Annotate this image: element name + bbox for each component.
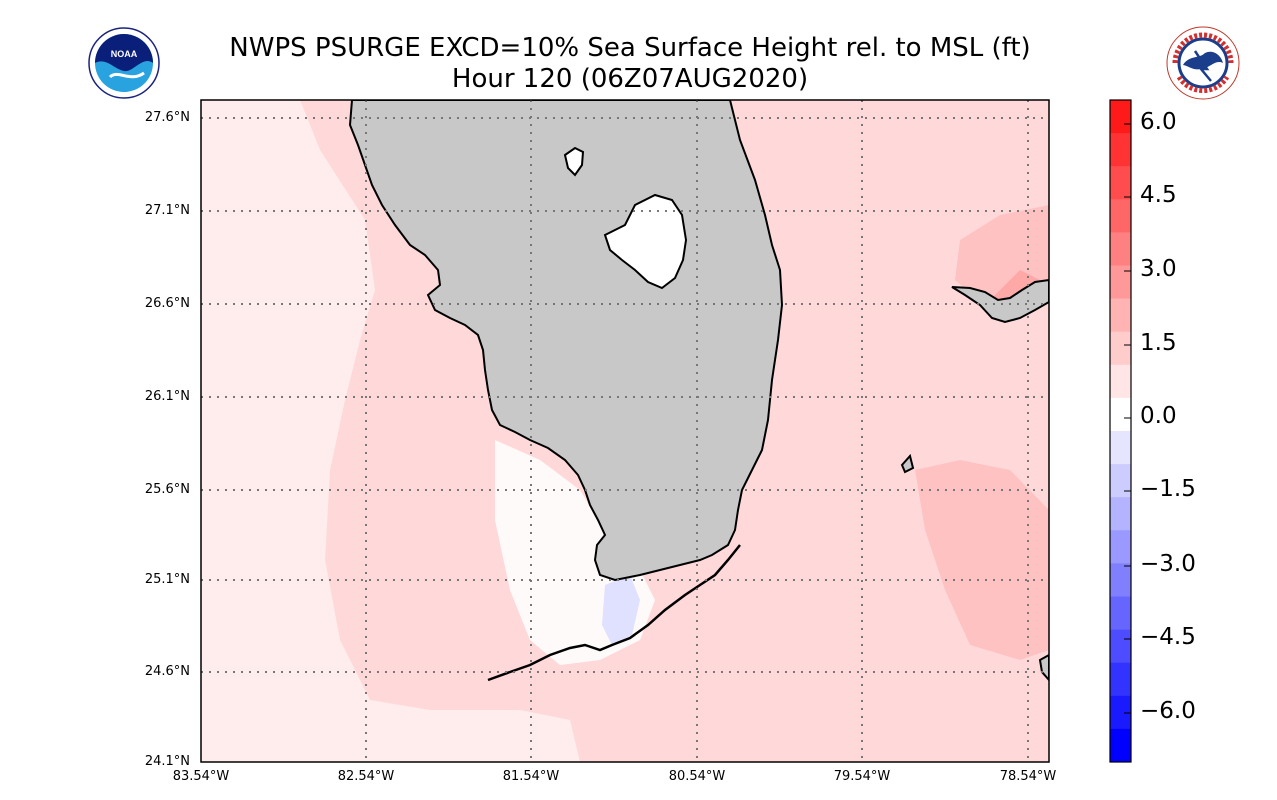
colorbar-label: −6.0 xyxy=(1140,698,1196,724)
colorbar-segment xyxy=(1110,728,1131,763)
colorbar-segment xyxy=(1110,166,1131,200)
grand-bahama-island xyxy=(951,278,1049,324)
colorbar-segment xyxy=(1110,431,1131,465)
bimini-island xyxy=(900,453,915,474)
lake-okeechobee xyxy=(603,193,688,290)
noaa-logo-text: NOAA xyxy=(111,49,138,59)
negative-surge-pocket xyxy=(602,575,640,645)
chart-title: NWPS PSURGE EXCD=10% Sea Surface Height … xyxy=(229,33,1031,63)
colorbar-segment xyxy=(1110,298,1131,333)
colorbar-segment xyxy=(1110,563,1131,597)
colorbar-segment xyxy=(1110,199,1131,233)
gulf-light-surge xyxy=(201,100,580,762)
longitude-label: 82.54°W xyxy=(337,769,395,784)
colorbar-segment xyxy=(1110,331,1131,366)
colorbar-segment xyxy=(1110,397,1131,432)
colorbar-segment xyxy=(1110,100,1131,134)
colorbar-segment xyxy=(1110,232,1131,266)
longitude-label: 80.54°W xyxy=(668,769,726,784)
colorbar-segment xyxy=(1110,364,1131,399)
latitude-label: 27.6°N xyxy=(144,110,190,125)
colorbar-label: 1.5 xyxy=(1140,330,1177,356)
colorbar-label: −1.5 xyxy=(1140,476,1196,502)
longitude-label: 83.54°W xyxy=(172,769,230,784)
colorbar-label: 6.0 xyxy=(1140,109,1177,135)
florida-land xyxy=(348,100,1049,682)
lake-istokpoga xyxy=(563,146,585,177)
colorbar-label: 4.5 xyxy=(1140,182,1177,208)
andros-island xyxy=(1038,653,1049,682)
colorbar-segment xyxy=(1110,530,1131,564)
map-frame xyxy=(200,99,1050,763)
colorbar-label: 3.0 xyxy=(1140,256,1177,282)
chart-subtitle: Hour 120 (06Z07AUG2020) xyxy=(451,64,809,94)
latitude-label: 27.1°N xyxy=(144,203,190,218)
colorbar-segment xyxy=(1110,133,1131,167)
noaa-logo: NOAA xyxy=(88,27,160,99)
colorbar-segment xyxy=(1110,695,1131,730)
latitude-label: 26.6°N xyxy=(144,296,190,311)
longitude-label: 81.54°W xyxy=(502,769,560,784)
latitude-label: 26.1°N xyxy=(144,389,190,404)
colorbar-segment xyxy=(1110,464,1131,498)
colorbar-label: 0.0 xyxy=(1140,403,1177,429)
florida-keys xyxy=(487,544,741,682)
colorbar-segment xyxy=(1110,497,1131,531)
latitude-label: 25.6°N xyxy=(144,482,190,497)
colorbar-label: −3.0 xyxy=(1140,551,1196,577)
colorbar-segment xyxy=(1110,596,1131,631)
latitude-label: 25.1°N xyxy=(144,572,190,587)
longitude-label: 78.54°W xyxy=(999,769,1057,784)
colorbar-label: −4.5 xyxy=(1140,624,1196,650)
longitude-label: 79.54°W xyxy=(833,769,891,784)
latitude-label: 24.1°N xyxy=(144,754,190,769)
colorbar-segment xyxy=(1110,265,1131,300)
colorbar-frame xyxy=(1109,99,1132,763)
graticule xyxy=(201,100,1049,762)
nws-logo xyxy=(1166,26,1240,100)
grand-bahama-surge-high xyxy=(915,460,1049,660)
colorbar-segment xyxy=(1110,629,1131,664)
latitude-label: 24.6°N xyxy=(144,664,190,679)
colorbar-segment xyxy=(1110,662,1131,697)
colorbar xyxy=(1110,100,1131,763)
